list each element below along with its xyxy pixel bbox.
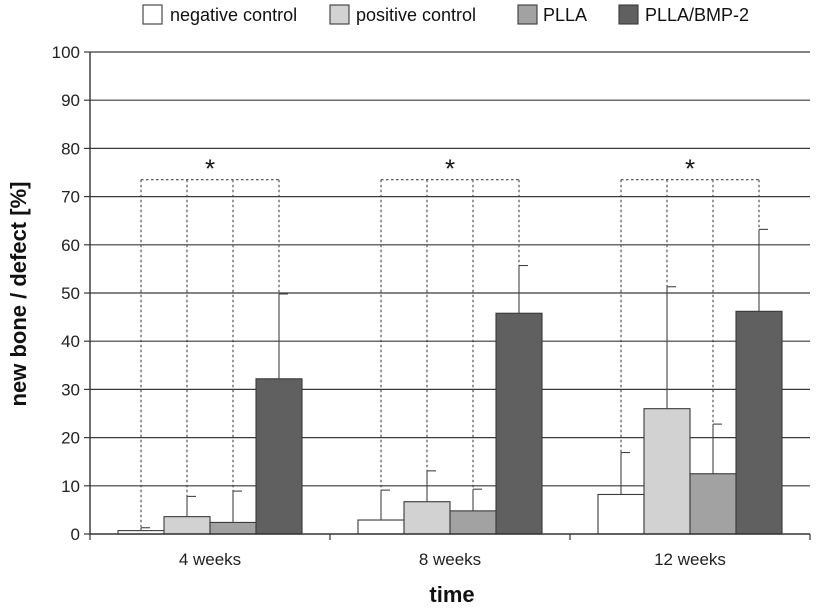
y-tick-label-0: 0 bbox=[71, 525, 80, 544]
y-tick-label-100: 100 bbox=[52, 43, 80, 62]
legend-label-1: positive control bbox=[356, 5, 476, 25]
x-tick-label-2: 12 weeks bbox=[654, 550, 726, 569]
bar-1-1 bbox=[403, 501, 451, 535]
y-tick-label-50: 50 bbox=[61, 284, 80, 303]
error-bars bbox=[140, 228, 768, 531]
bar-2-3 bbox=[735, 310, 783, 535]
sig-star-0: * bbox=[205, 154, 215, 184]
y-axis-title: new bone / defect [%] bbox=[6, 182, 31, 407]
bar-1-0 bbox=[357, 519, 405, 535]
axes bbox=[89, 52, 810, 535]
bar-2-1 bbox=[643, 408, 691, 535]
sig-star-1: * bbox=[445, 154, 455, 184]
sig-star-2: * bbox=[685, 154, 695, 184]
y-tick-label-10: 10 bbox=[61, 477, 80, 496]
x-tick-label-1: 8 weeks bbox=[419, 550, 481, 569]
bar-0-3 bbox=[255, 378, 303, 535]
bar-2-0 bbox=[597, 493, 645, 535]
y-tick-label-70: 70 bbox=[61, 188, 80, 207]
bar-0-2 bbox=[209, 521, 257, 535]
legend-swatch-0 bbox=[142, 4, 163, 25]
legend-label-0: negative control bbox=[170, 5, 297, 25]
significance-brackets: * * * bbox=[140, 154, 760, 528]
y-tick-label-80: 80 bbox=[61, 139, 80, 158]
legend: negative control positive control PLLA PLLA… bbox=[142, 4, 749, 25]
y-tick-label-60: 60 bbox=[61, 236, 80, 255]
gridlines bbox=[84, 51, 811, 540]
y-tick-label-40: 40 bbox=[61, 332, 80, 351]
legend-label-2: PLLA bbox=[543, 5, 587, 25]
bars bbox=[117, 310, 783, 535]
legend-swatch-1 bbox=[329, 4, 350, 25]
y-tick-label-20: 20 bbox=[61, 429, 80, 448]
legend-label-3: PLLA/BMP-2 bbox=[645, 5, 749, 25]
y-tick-labels: 0 10 20 30 40 50 60 70 80 90 100 bbox=[52, 43, 80, 544]
y-tick-label-30: 30 bbox=[61, 380, 80, 399]
y-tick-label-90: 90 bbox=[61, 91, 80, 110]
bar-0-1 bbox=[163, 516, 211, 535]
legend-swatch-3 bbox=[618, 4, 639, 25]
x-tick-label-0: 4 weeks bbox=[179, 550, 241, 569]
bar-1-3 bbox=[495, 312, 543, 535]
bar-1-2 bbox=[449, 510, 497, 535]
legend-swatch-2 bbox=[517, 4, 538, 25]
x-tick-labels: 4 weeks 8 weeks 12 weeks bbox=[179, 550, 726, 569]
x-axis-title: time bbox=[429, 582, 474, 607]
bar-2-2 bbox=[689, 473, 737, 535]
